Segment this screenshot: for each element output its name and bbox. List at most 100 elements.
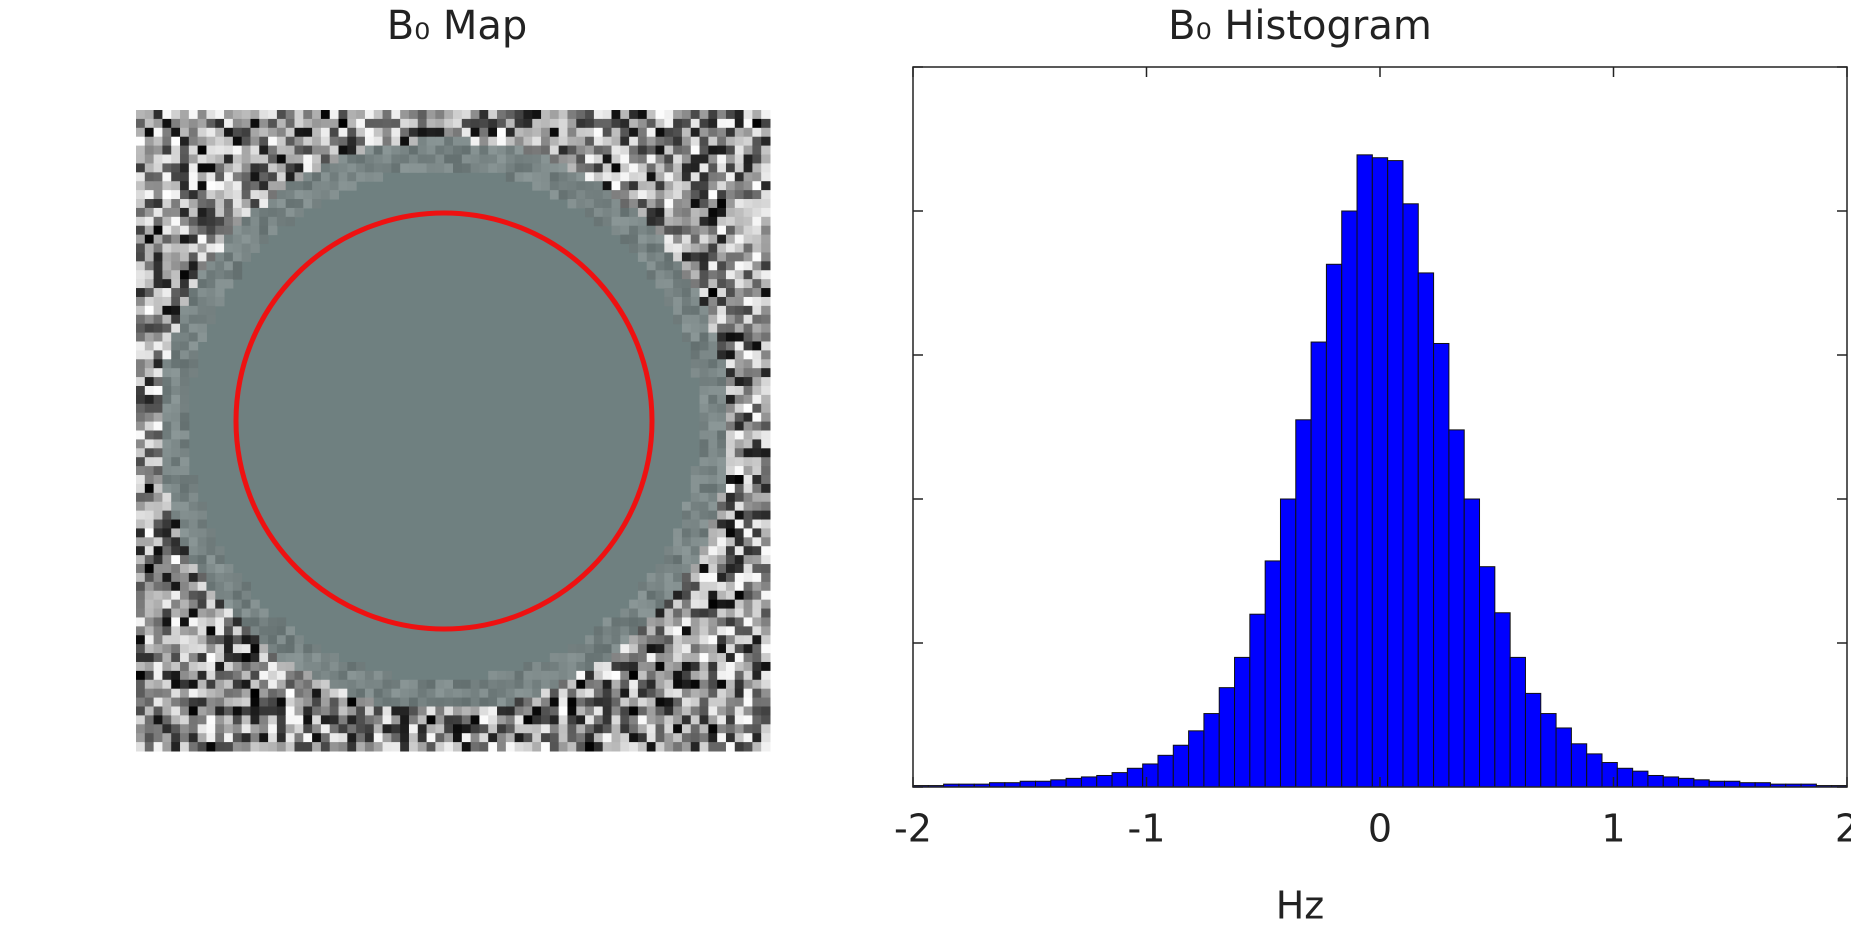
pixel bbox=[215, 216, 225, 227]
pixel bbox=[400, 163, 410, 173]
pixel bbox=[153, 653, 163, 663]
bar bbox=[1463, 498, 1481, 788]
pixel bbox=[162, 564, 172, 574]
pixel bbox=[294, 706, 304, 716]
pixel bbox=[752, 377, 762, 387]
pixel bbox=[593, 163, 604, 173]
pixel bbox=[400, 733, 410, 743]
pixel bbox=[180, 279, 190, 289]
pixel bbox=[743, 715, 753, 725]
pixel bbox=[373, 118, 384, 129]
pixel bbox=[699, 341, 709, 351]
pixel bbox=[752, 314, 762, 325]
pixel bbox=[303, 715, 313, 725]
pixel bbox=[558, 154, 568, 164]
pixel bbox=[514, 742, 524, 752]
pixel bbox=[752, 279, 762, 289]
pixel bbox=[664, 110, 674, 120]
pixel bbox=[312, 715, 322, 725]
pixel bbox=[708, 279, 718, 289]
pixel bbox=[717, 644, 727, 654]
pixel bbox=[180, 546, 190, 556]
pixel bbox=[699, 225, 709, 236]
pixel bbox=[215, 555, 225, 565]
pixel bbox=[408, 145, 419, 156]
pixel bbox=[690, 181, 701, 191]
pixel bbox=[743, 688, 753, 699]
pixel bbox=[320, 181, 331, 191]
pixel bbox=[241, 581, 251, 592]
pixel bbox=[717, 207, 727, 218]
pixel bbox=[347, 724, 357, 734]
pixel bbox=[699, 688, 709, 699]
pixel bbox=[206, 181, 216, 191]
pixel bbox=[356, 661, 366, 672]
pixel bbox=[241, 617, 251, 627]
pixel bbox=[725, 644, 736, 654]
pixel bbox=[312, 118, 322, 129]
pixel bbox=[664, 617, 674, 627]
pixel bbox=[602, 670, 612, 681]
pixel bbox=[136, 412, 146, 423]
pixel bbox=[162, 635, 172, 645]
pixel bbox=[241, 661, 251, 672]
pixel bbox=[629, 679, 639, 690]
pixel bbox=[276, 644, 287, 654]
pixel bbox=[276, 626, 287, 636]
pixel bbox=[153, 368, 163, 378]
pixel bbox=[153, 715, 163, 725]
pixel bbox=[373, 724, 384, 734]
pixel bbox=[215, 742, 225, 752]
pixel bbox=[558, 118, 568, 129]
pixel bbox=[725, 564, 736, 574]
pixel bbox=[206, 127, 216, 138]
pixel bbox=[681, 688, 692, 699]
pixel bbox=[699, 653, 709, 663]
pixel bbox=[303, 697, 313, 707]
pixel bbox=[637, 243, 648, 253]
pixel bbox=[681, 118, 692, 129]
pixel bbox=[629, 216, 639, 227]
pixel bbox=[373, 154, 384, 164]
pixel bbox=[664, 688, 674, 699]
pixel bbox=[611, 190, 621, 200]
pixel bbox=[673, 697, 683, 707]
pixel bbox=[690, 154, 701, 164]
pixel bbox=[461, 145, 472, 156]
pixel bbox=[364, 118, 375, 129]
pixel bbox=[620, 670, 630, 681]
pixel bbox=[743, 172, 753, 182]
pixel bbox=[144, 519, 155, 529]
pixel bbox=[549, 181, 560, 191]
pixel bbox=[426, 688, 436, 699]
pixel bbox=[717, 181, 727, 191]
pixel bbox=[329, 724, 340, 734]
pixel bbox=[171, 590, 181, 601]
pixel bbox=[593, 653, 604, 663]
pixel bbox=[162, 288, 172, 298]
pixel bbox=[320, 724, 331, 734]
pixel bbox=[734, 466, 745, 476]
pixel bbox=[188, 216, 199, 227]
pixel bbox=[338, 163, 348, 173]
pixel bbox=[761, 270, 771, 280]
pixel bbox=[699, 635, 709, 645]
bar bbox=[1586, 753, 1603, 788]
pixel bbox=[558, 181, 568, 191]
pixel bbox=[725, 314, 736, 325]
pixel bbox=[488, 697, 498, 707]
pixel bbox=[585, 715, 595, 725]
pixel bbox=[180, 323, 190, 334]
pixel bbox=[250, 653, 260, 663]
pixel bbox=[364, 172, 375, 182]
pixel bbox=[708, 430, 718, 440]
pixel bbox=[752, 457, 762, 467]
pixel bbox=[312, 670, 322, 681]
pixel bbox=[144, 742, 155, 752]
pixel bbox=[444, 127, 454, 138]
pixel bbox=[364, 136, 375, 147]
pixel bbox=[761, 555, 771, 565]
pixel bbox=[725, 439, 736, 449]
pixel bbox=[206, 270, 216, 280]
pixel bbox=[734, 207, 745, 218]
